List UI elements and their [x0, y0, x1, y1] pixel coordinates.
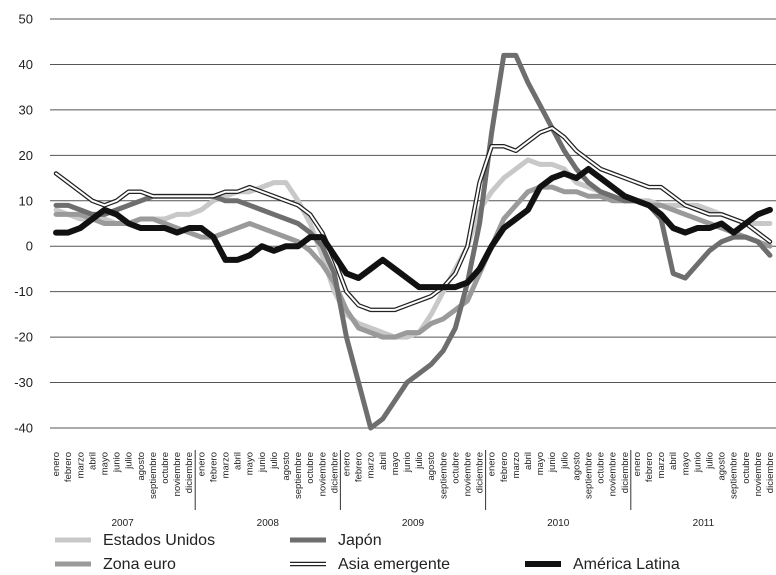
series-line	[53, 165, 773, 291]
x-tick-label: enero	[487, 452, 498, 476]
legend-label: Japón	[338, 532, 382, 549]
legend-item: Zona euro	[55, 556, 176, 573]
x-tick-label: junio	[402, 452, 413, 473]
x-tick-label: noviembre	[172, 452, 183, 496]
x-tick-label: febrero	[499, 452, 510, 482]
x-tick-label: marzo	[366, 452, 377, 478]
x-tick-label: agosto	[136, 452, 147, 481]
x-tick-label: junio	[692, 452, 703, 473]
x-tick-label: octubre	[305, 452, 316, 484]
x-tick-label: diciembre	[475, 452, 486, 493]
x-tick-label: junio	[112, 452, 123, 473]
x-tick-label: julio	[704, 452, 715, 470]
grid-lines	[50, 18, 776, 429]
x-tick-label: febrero	[208, 452, 219, 482]
y-tick-label: 10	[19, 193, 33, 208]
legend-item: América Latina	[525, 556, 680, 573]
series-line-inner	[55, 127, 771, 311]
x-tick-label: abril	[87, 452, 98, 470]
x-tick-label: enero	[196, 452, 207, 476]
year-label: 2011	[693, 518, 715, 529]
y-tick-label: 50	[19, 12, 33, 27]
x-tick-label: mayo	[245, 452, 256, 475]
x-tick-label: noviembre	[753, 452, 764, 496]
y-tick-label: 20	[19, 148, 33, 163]
legend-item: Estados Unidos	[55, 532, 215, 549]
x-tick-label: septiembre	[293, 452, 304, 499]
x-axis: enero febrero marzo abril mayo junio julio agos…	[51, 450, 776, 529]
series-lines	[53, 52, 773, 431]
y-tick-label: 40	[19, 57, 33, 72]
y-tick-label: -10	[14, 284, 33, 299]
x-tick-label: agosto	[426, 452, 437, 481]
y-tick-labels: -40 -30 -20 -10 0 10 20 30 40 50	[14, 12, 33, 436]
year-label: 2007	[111, 518, 134, 529]
legend-label: Zona euro	[103, 556, 176, 573]
x-tick-label: marzo	[656, 452, 667, 478]
x-tick-label: mayo	[390, 452, 401, 475]
x-tick-label: marzo	[220, 452, 231, 478]
x-tick-label: marzo	[511, 452, 522, 478]
x-tick-label: abril	[668, 452, 679, 470]
y-tick-label: 0	[26, 239, 33, 254]
y-tick-label: -40	[14, 421, 33, 436]
y-tick-label: -30	[14, 375, 33, 390]
x-tick-label: febrero	[644, 452, 655, 482]
x-tick-label: enero	[341, 452, 352, 476]
year-label: 2008	[257, 518, 280, 529]
x-tick-label: julio	[414, 452, 425, 470]
x-tick-label: junio	[257, 452, 268, 473]
x-tick-label: junio	[547, 452, 558, 473]
x-tick-label: julio	[559, 452, 570, 470]
year-label: 2009	[402, 518, 425, 529]
x-tick-label: septiembre	[148, 452, 159, 499]
series-line	[53, 52, 773, 431]
x-tick-label: octubre	[741, 452, 752, 484]
legend: Estados Unidos Zona euro Japón Asia emergen…	[55, 532, 680, 573]
legend-label: América Latina	[573, 556, 680, 573]
x-tick-label: octubre	[450, 452, 461, 484]
x-tick-label: agosto	[571, 452, 582, 481]
x-tick-label: enero	[51, 452, 62, 476]
x-tick-label: abril	[523, 452, 534, 470]
x-tick-label: mayo	[680, 452, 691, 475]
x-tick-label: abril	[233, 452, 244, 470]
x-tick-label: noviembre	[462, 452, 473, 496]
x-tick-label: septiembre	[438, 452, 449, 499]
x-tick-label: febrero	[354, 452, 365, 482]
x-tick-label: agosto	[717, 452, 728, 481]
legend-item: Asia emergente	[290, 556, 450, 573]
x-tick-label: febrero	[63, 452, 74, 482]
x-tick-label: octubre	[160, 452, 171, 484]
legend-label: Asia emergente	[338, 556, 450, 573]
x-tick-label: mayo	[99, 452, 110, 475]
y-tick-label: -20	[14, 330, 33, 345]
legend-label: Estados Unidos	[103, 532, 215, 549]
x-tick-label: octubre	[596, 452, 607, 484]
series-asia-emergente	[53, 125, 773, 313]
x-tick-label: noviembre	[317, 452, 328, 496]
x-tick-label: diciembre	[620, 452, 631, 493]
x-tick-label: mayo	[535, 452, 546, 475]
legend-item: Japón	[290, 532, 382, 549]
series-line	[53, 184, 773, 340]
x-tick-label: julio	[269, 452, 280, 470]
x-tick-label: septiembre	[729, 452, 740, 499]
series-américa-latina	[53, 165, 773, 291]
x-tick-label: diciembre	[184, 452, 195, 493]
year-label: 2010	[547, 518, 570, 529]
x-tick-label: enero	[632, 452, 643, 476]
x-tick-label: agosto	[281, 452, 292, 481]
x-tick-label: noviembre	[608, 452, 619, 496]
x-tick-label: diciembre	[329, 452, 340, 493]
series-japón	[53, 52, 773, 431]
x-tick-label: abril	[378, 452, 389, 470]
x-tick-label: septiembre	[583, 452, 594, 499]
x-tick-label: diciembre	[765, 452, 776, 493]
series-zona-euro	[53, 184, 773, 340]
x-tick-label: marzo	[75, 452, 86, 478]
y-tick-label: 30	[19, 102, 33, 117]
x-tick-label: julio	[124, 452, 135, 470]
